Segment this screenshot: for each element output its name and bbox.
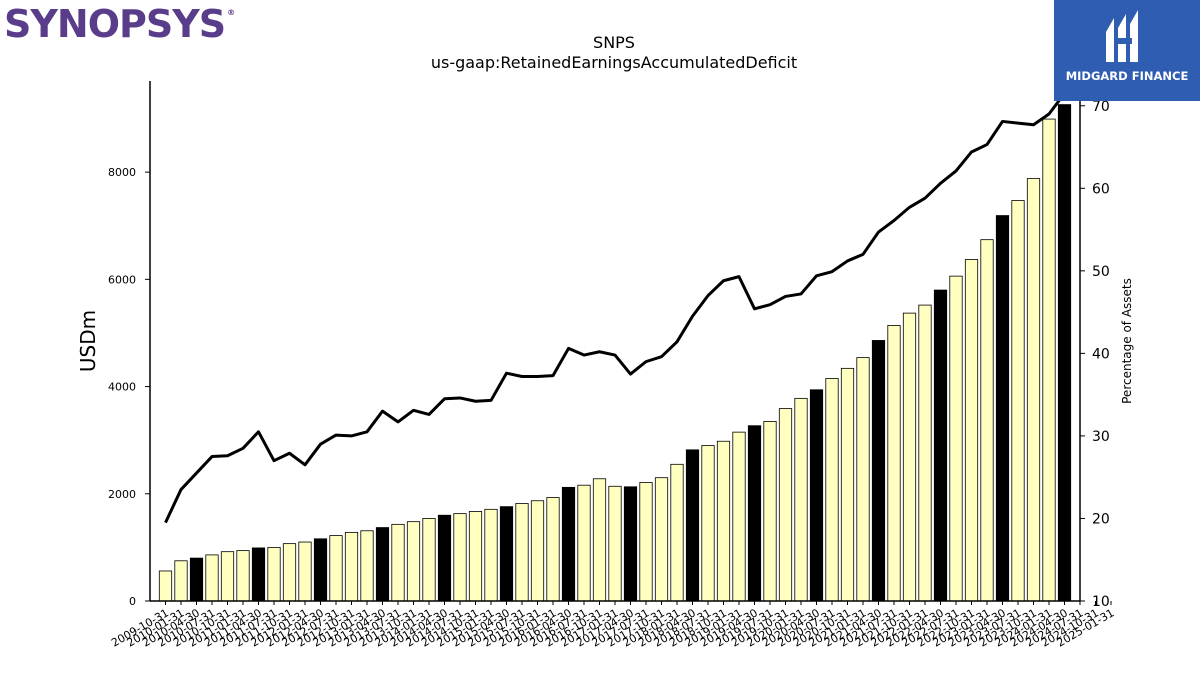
- bar: [716, 440, 731, 602]
- bar: [468, 511, 483, 602]
- bar: [949, 275, 963, 602]
- bar: [375, 527, 390, 602]
- bar: [871, 340, 886, 602]
- bar: [964, 259, 979, 602]
- bar: [406, 521, 421, 602]
- y-axis-left: 0 2000 4000 6000 8000: [108, 166, 150, 608]
- y-axis-right: 10 20 30 40 50 60 70: [1080, 99, 1110, 610]
- bar: [282, 543, 297, 602]
- bar: [577, 484, 591, 602]
- bar: [453, 513, 467, 602]
- bar: [267, 546, 281, 602]
- bar: [608, 485, 622, 602]
- y-tick-label-left: 2000: [108, 488, 136, 501]
- y-tick-label-right: 40: [1092, 346, 1110, 362]
- bar: [732, 431, 746, 602]
- y-tick-label-left: 8000: [108, 166, 136, 179]
- line-series: [164, 92, 1066, 524]
- bar: [1011, 200, 1025, 602]
- bar: [391, 523, 405, 602]
- y-tick-label-right: 30: [1092, 429, 1110, 445]
- y-tick-label-right: 60: [1092, 181, 1110, 197]
- bar: [1042, 118, 1056, 602]
- percentage-line: [164, 92, 1066, 524]
- bar: [902, 312, 917, 602]
- midgard-finance-logo-mark: [1054, 0, 1200, 101]
- bar: [220, 551, 235, 602]
- bar: [499, 506, 514, 602]
- synopsys-logo: SYNOPSYS ®: [4, 2, 235, 46]
- bar: [422, 518, 436, 602]
- bar: [484, 508, 498, 602]
- bar-series: [158, 104, 1072, 602]
- bar: [809, 389, 824, 602]
- bar: [344, 531, 359, 602]
- bar: [778, 408, 793, 602]
- bar: [1057, 104, 1072, 602]
- bar: [329, 535, 343, 602]
- bar: [158, 570, 173, 602]
- bar: [670, 463, 684, 602]
- bar: [933, 289, 948, 602]
- synopsys-logo-text: SYNOPSYS: [4, 2, 226, 46]
- bar: [639, 482, 653, 602]
- bar: [546, 497, 560, 602]
- bar: [530, 500, 545, 602]
- bar: [654, 477, 669, 602]
- bar: [623, 486, 638, 602]
- bar: [205, 554, 219, 602]
- y-axis-label-right: Percentage of Assets: [1120, 278, 1134, 404]
- bar: [794, 397, 808, 602]
- bar: [763, 421, 777, 602]
- y-tick-label-left: 4000: [108, 381, 136, 394]
- bar: [437, 514, 452, 602]
- bar: [251, 547, 266, 602]
- y-tick-label-right: 50: [1092, 264, 1110, 280]
- bar: [685, 449, 700, 602]
- midgard-finance-logo: MIDGARD FINANCE: [1054, 0, 1200, 101]
- x-axis: 2009-10-312010-01-312010-04-302010-07-31…: [109, 601, 1117, 650]
- midgard-finance-logo-text: MIDGARD FINANCE: [1065, 69, 1189, 83]
- bar: [918, 304, 932, 602]
- y-tick-label-left: 6000: [108, 273, 136, 286]
- bar: [856, 357, 870, 602]
- chart-title: SNPS: [593, 33, 635, 52]
- bar: [980, 239, 994, 602]
- bar: [236, 550, 250, 602]
- y-axis-label-left: USDm: [76, 310, 100, 372]
- bar: [825, 378, 839, 602]
- bar: [747, 425, 762, 602]
- chart-subtitle: us-gaap:RetainedEarningsAccumulatedDefic…: [431, 53, 797, 72]
- bar: [840, 367, 855, 602]
- y-tick-label-right: 20: [1092, 511, 1110, 527]
- bar: [701, 445, 715, 602]
- bar: [887, 325, 901, 602]
- bar: [561, 486, 576, 602]
- bar: [298, 541, 312, 602]
- bar: [313, 538, 328, 602]
- bar: [592, 478, 607, 602]
- bar: [174, 560, 188, 602]
- bar: [515, 503, 529, 602]
- y-tick-label-right: 70: [1092, 99, 1110, 115]
- bar: [189, 557, 204, 602]
- registered-mark: ®: [227, 8, 235, 17]
- bar: [360, 530, 374, 602]
- y-tick-label-right: 10: [1092, 594, 1110, 610]
- bar: [1026, 178, 1041, 602]
- bar: [995, 215, 1010, 602]
- y-tick-label-left: 0: [129, 595, 136, 608]
